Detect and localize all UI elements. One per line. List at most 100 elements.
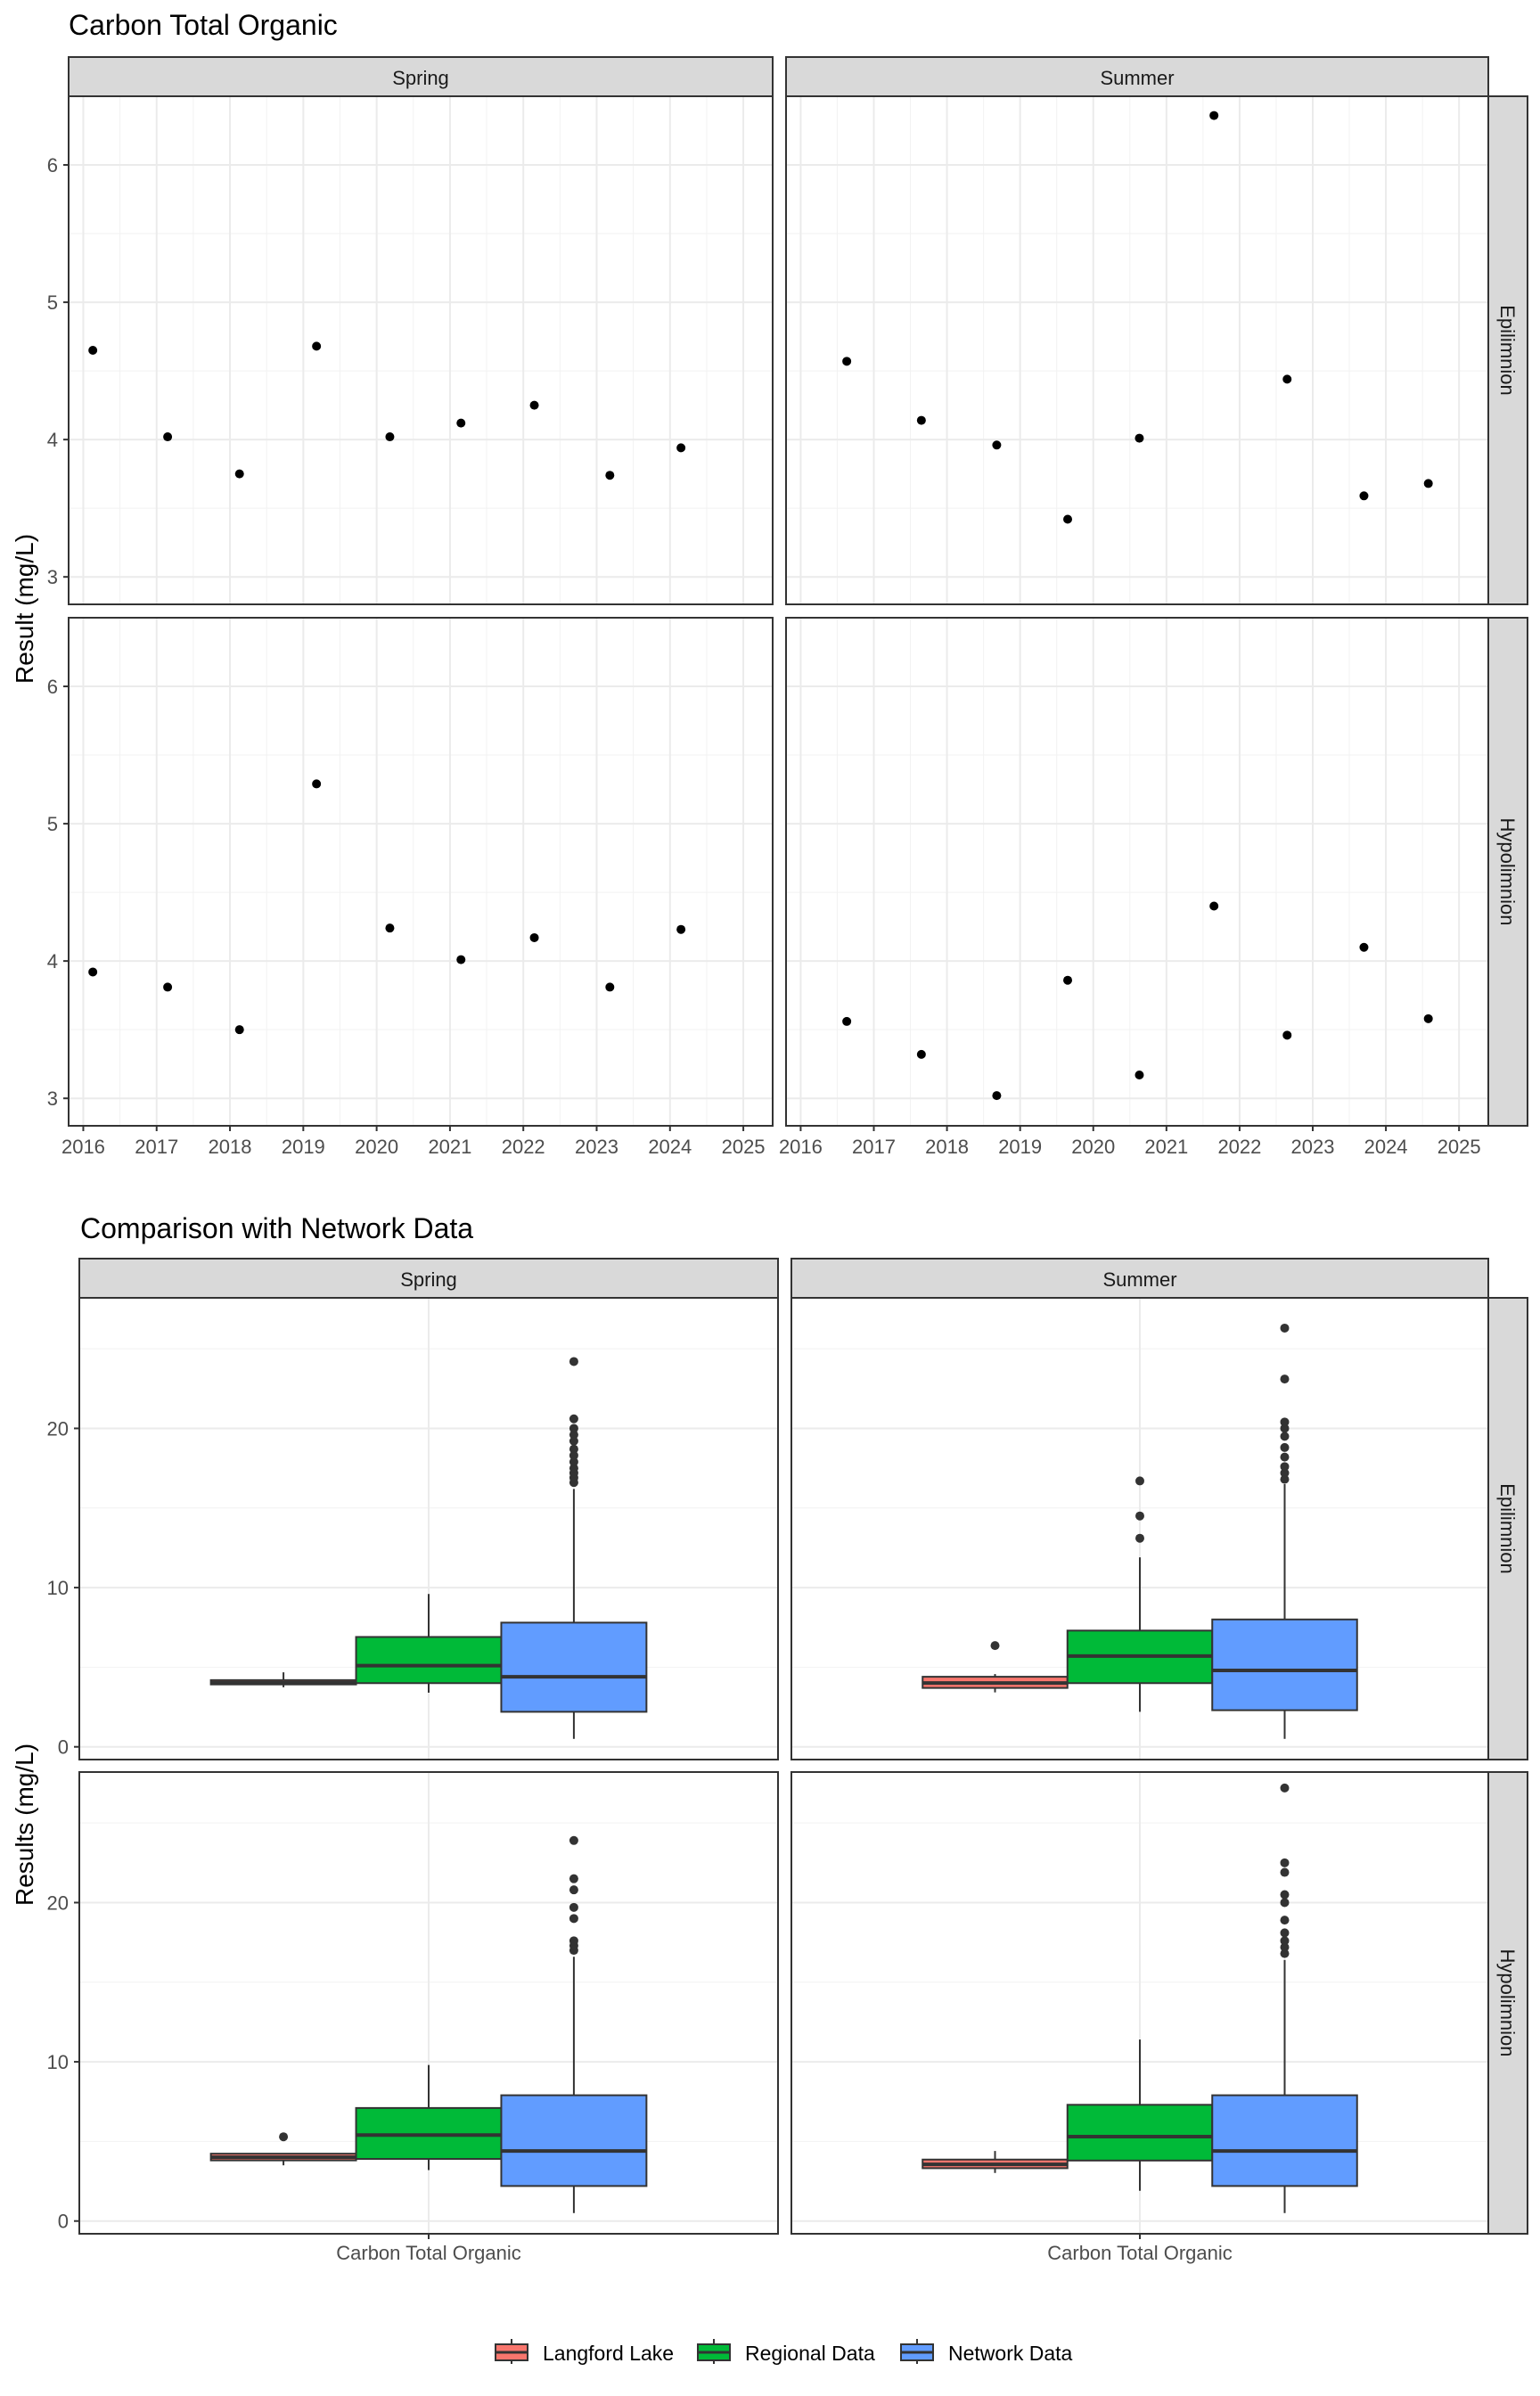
data-point: [992, 1091, 1002, 1101]
data-point: [456, 955, 466, 964]
box-body: [1211, 2094, 1358, 2187]
x-tick-label: 2017: [852, 1136, 896, 1158]
legend-item-regional-data: Regional Data: [697, 2339, 875, 2365]
scatter-chart-title: Carbon Total Organic: [69, 9, 338, 41]
y-tick-label: 0: [58, 2211, 69, 2233]
outlier-point: [1280, 1442, 1290, 1452]
x-tick-label: 2020: [1071, 1136, 1115, 1158]
x-tick-label-summer: Carbon Total Organic: [1047, 2242, 1233, 2264]
box-langford-lake: [922, 2151, 1069, 2173]
outlier-point: [1135, 1511, 1144, 1521]
outlier-point: [1280, 1468, 1290, 1478]
legend-label-network-data: Network Data: [948, 2342, 1073, 2365]
outlier-point: [569, 1414, 578, 1424]
data-point: [916, 1049, 926, 1059]
box-network-data: [1211, 1323, 1358, 1739]
y-tick-label: 20: [47, 1417, 69, 1440]
x-tick-label: 2018: [209, 1136, 252, 1158]
data-point: [1282, 374, 1292, 384]
box-network-data: [500, 1835, 648, 2213]
outlier-point: [1280, 1452, 1290, 1462]
strip-hypolimnion-bg: [1487, 617, 1528, 1127]
panel-border: [785, 617, 1489, 1127]
outlier-point: [1280, 1949, 1290, 1958]
data-point: [312, 341, 322, 351]
data-point: [676, 924, 686, 934]
panel-summer-hypolimnion: 2016 2017 2018 2019 2020 2021 2022 2023 2024 2025: [779, 617, 1489, 1158]
y-tick-label: 3: [47, 1087, 58, 1110]
data-point: [1209, 111, 1219, 120]
box-chart-y-axis-label: Results (mg/L): [11, 1744, 38, 1906]
outlier-point: [1135, 1533, 1144, 1543]
outlier-point: [1280, 1424, 1290, 1433]
panel-border: [68, 617, 774, 1127]
outlier-point: [569, 1430, 578, 1440]
strip-summer-label-2: Summer: [1102, 1268, 1176, 1291]
data-point: [1063, 975, 1073, 985]
outlier-point: [1280, 1783, 1290, 1793]
x-tick-label: 2018: [925, 1136, 969, 1158]
legend: Langford Lake Regional Data Network Data: [495, 2339, 1073, 2365]
outlier-point: [569, 1902, 578, 1912]
legend-item-network-data: Network Data: [900, 2339, 1073, 2365]
outlier-point: [569, 1436, 578, 1446]
box-panel-spring-hypolimnion: 0 10 20: [47, 1771, 779, 2239]
panel-spring-hypolimnion: 3 4 5 6 2016 2017 2018 2019 2020 2021 2022 2023 2024…: [47, 617, 774, 1158]
strip-epilimnion-bg: [1487, 95, 1528, 605]
data-point: [385, 432, 395, 442]
y-tick-label: 3: [47, 566, 58, 588]
outlier-point: [569, 1874, 578, 1883]
box-regional-data: [1066, 1476, 1214, 1712]
outlier-point: [1280, 1916, 1290, 1925]
y-tick-label: 10: [47, 2051, 69, 2073]
data-point: [385, 923, 395, 933]
panel-border: [785, 95, 1489, 605]
outlier-point: [569, 1357, 578, 1366]
data-point: [1359, 491, 1369, 501]
outlier-point: [569, 1456, 578, 1466]
legend-label-regional-data: Regional Data: [745, 2342, 875, 2365]
strip-summer-bg: [785, 56, 1489, 97]
data-point: [1282, 1030, 1292, 1040]
outlier-point: [990, 1641, 1000, 1651]
y-tick-label: 0: [58, 1736, 69, 1759]
x-tick-label: 2025: [1438, 1136, 1481, 1158]
outlier-point: [1280, 1432, 1290, 1441]
data-point: [605, 471, 615, 480]
x-tick-label: 2023: [1291, 1136, 1335, 1158]
x-tick-label: 2016: [779, 1136, 823, 1158]
data-point: [916, 415, 926, 425]
scatter-chart: Carbon Total Organic Result (mg/L) Sprin…: [11, 9, 1528, 1158]
box-network-data: [500, 1357, 648, 1739]
box-regional-data: [355, 2064, 503, 2170]
data-point: [529, 400, 539, 410]
y-tick-label: 4: [47, 950, 58, 972]
data-point: [1135, 1071, 1144, 1079]
outlier-point: [569, 1424, 578, 1433]
data-point: [234, 1025, 244, 1035]
outlier-point: [569, 1450, 578, 1460]
x-tick-label: 2021: [428, 1136, 471, 1158]
panel-background: [786, 96, 1488, 604]
legend-label-langford-lake: Langford Lake: [543, 2342, 674, 2365]
data-point: [842, 357, 852, 366]
outlier-point: [1280, 1928, 1290, 1938]
box-panel-spring-epilimnion: 0 10 20: [47, 1297, 779, 1760]
x-tick-label: 2016: [61, 1136, 105, 1158]
outlier-point: [569, 1885, 578, 1895]
data-point: [163, 432, 173, 442]
outlier-point: [1280, 1858, 1290, 1867]
x-tick-label: 2021: [1144, 1136, 1188, 1158]
outlier-point: [1280, 1936, 1290, 1946]
panel-border: [790, 1297, 1489, 1760]
box-body: [500, 1621, 648, 1713]
x-tick-label: 2019: [282, 1136, 325, 1158]
box-langford-lake: [922, 1641, 1069, 1693]
panel-spring-epilimnion: 3 4 5 6: [47, 95, 774, 605]
scatter-chart-y-axis-label: Result (mg/L): [11, 534, 38, 684]
outlier-point: [279, 2132, 289, 2142]
y-tick-label: 5: [47, 813, 58, 835]
strip-spring-label: Spring: [392, 67, 449, 89]
panel-border: [78, 1297, 779, 1760]
data-point: [1135, 433, 1144, 443]
